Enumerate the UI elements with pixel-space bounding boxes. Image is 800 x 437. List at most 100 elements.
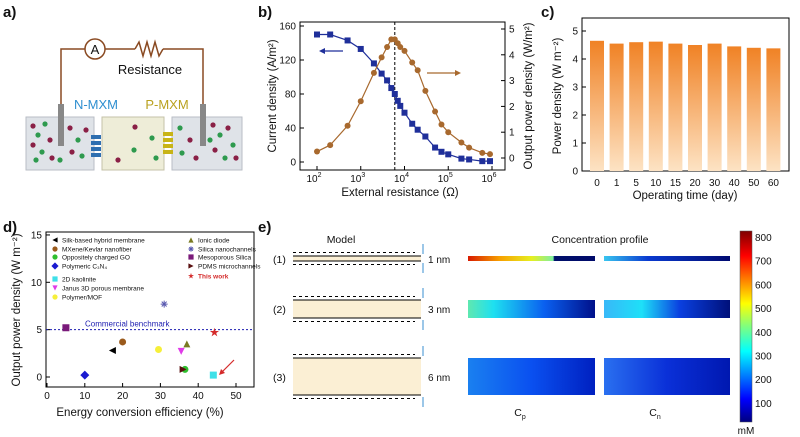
data-point-power (414, 67, 421, 74)
anion-dot (230, 142, 236, 148)
anion-dot (153, 155, 159, 161)
y2-tick-label: 5 (509, 25, 515, 36)
colorbar-tick-label: 500 (755, 304, 772, 315)
x-tick-label: 0 (44, 391, 50, 402)
anion-dot (35, 132, 41, 138)
series-line (316, 38, 491, 155)
x-tick-label: 30 (709, 178, 721, 189)
data-point-power (327, 142, 334, 149)
cation-dot (115, 157, 121, 163)
data-point (160, 300, 168, 308)
bar (746, 47, 761, 171)
ions (30, 121, 239, 163)
data-point (155, 346, 163, 354)
data-point (80, 370, 90, 380)
legend-marker (52, 246, 58, 252)
x-tick-label: 60 (768, 178, 780, 189)
data-point-power (409, 59, 416, 66)
data-point-power (458, 139, 465, 146)
ammeter-label: A (91, 42, 100, 57)
anion-dot (207, 137, 213, 143)
model-row-label: (2) (273, 304, 286, 316)
cn-profile (604, 300, 730, 318)
legend-marker (188, 272, 194, 279)
wire-right (163, 48, 204, 104)
bar (688, 45, 702, 171)
data-point-current (401, 109, 408, 116)
cation-dot (233, 155, 239, 161)
ammeter-icon (84, 38, 106, 60)
chart-c-xlabel: Operating time (day) (633, 190, 738, 202)
colorbar-tick-label: 200 (755, 375, 772, 386)
data-point-current (314, 31, 320, 38)
cn-profile (604, 358, 730, 395)
legend-label: Janus 3D porous membrane (62, 286, 144, 293)
chart-c-ylabel: Power density (W m⁻²) (552, 38, 564, 155)
data-point-power (479, 149, 486, 156)
colorbar-tick-label: 800 (755, 233, 772, 244)
cation-dot (47, 137, 53, 143)
model-row-label: (3) (273, 372, 286, 384)
anion-dot (131, 147, 137, 153)
anion-dot (39, 149, 45, 155)
data-point-power (401, 47, 408, 54)
anion-dot (42, 121, 48, 127)
x-tick-label: 20 (689, 178, 701, 189)
tick-base: 10 (394, 174, 406, 185)
tick-base: 10 (438, 174, 450, 185)
data-point (62, 324, 70, 332)
y2-tick-label: 2 (509, 102, 515, 113)
y-tick-label: 120 (279, 56, 296, 67)
chart-c-frame (581, 17, 790, 172)
y2-tick-label: 1 (509, 128, 515, 139)
x-tick-label: 105 (438, 172, 453, 185)
colorbar-unit: mM (738, 426, 755, 437)
y-tick-label: 1 (572, 139, 578, 150)
channel-model (293, 256, 421, 261)
tick-exponent: 6 (493, 172, 497, 179)
anion-dot (33, 157, 39, 163)
y-tick-label: 5 (572, 27, 578, 38)
bar (766, 48, 781, 171)
channel-width-label: 3 nm (428, 305, 450, 316)
legend-label: Polymer/MOF (62, 295, 102, 302)
legend-label: Mesoporous Silica (198, 255, 251, 262)
x-tick-label: 40 (193, 391, 205, 402)
chart-b-ylabel: Current density (A/m²) (267, 39, 279, 152)
y-tick-label: 3 (572, 83, 578, 94)
bar (707, 43, 722, 171)
chart-d-frame (45, 231, 255, 388)
data-point-power (378, 54, 385, 61)
model-row-label: (1) (273, 254, 286, 266)
bar (609, 43, 624, 171)
y-tick-label: 160 (279, 22, 296, 33)
channel-model (293, 358, 421, 395)
colorbar-tick-label: 400 (755, 328, 772, 339)
arrow-this-work-icon (221, 359, 235, 373)
electrode-right (200, 104, 206, 146)
colorbar-tick-label: 100 (755, 399, 772, 410)
middle-reservoir (101, 116, 165, 171)
chart-b-xlabel: External resistance (Ω) (341, 187, 458, 199)
data-point-current (394, 97, 401, 104)
legend-label: Polymeric C₃N₄ (62, 264, 107, 271)
cation-dot (30, 123, 36, 129)
data-point-power (445, 129, 452, 136)
model-title: Model (327, 234, 356, 246)
cation-dot (187, 137, 193, 143)
legend-label: Silk-based hybrid membrane (62, 238, 145, 245)
data-point-current (384, 77, 391, 84)
y-tick-label: 5 (36, 325, 42, 336)
data-point-current (466, 156, 473, 163)
legend-marker (51, 262, 59, 270)
legend-marker (52, 237, 58, 243)
channel-width-label: 6 nm (428, 373, 450, 384)
colorbar-tick-label: 600 (755, 280, 772, 291)
colorbar-tick-label: 300 (755, 352, 772, 363)
data-point-power (370, 69, 377, 76)
x-tick-label: 104 (394, 172, 409, 185)
device-schematic: A Resistance N-MXM P-MXM (25, 38, 243, 171)
anion-dot (79, 153, 85, 159)
